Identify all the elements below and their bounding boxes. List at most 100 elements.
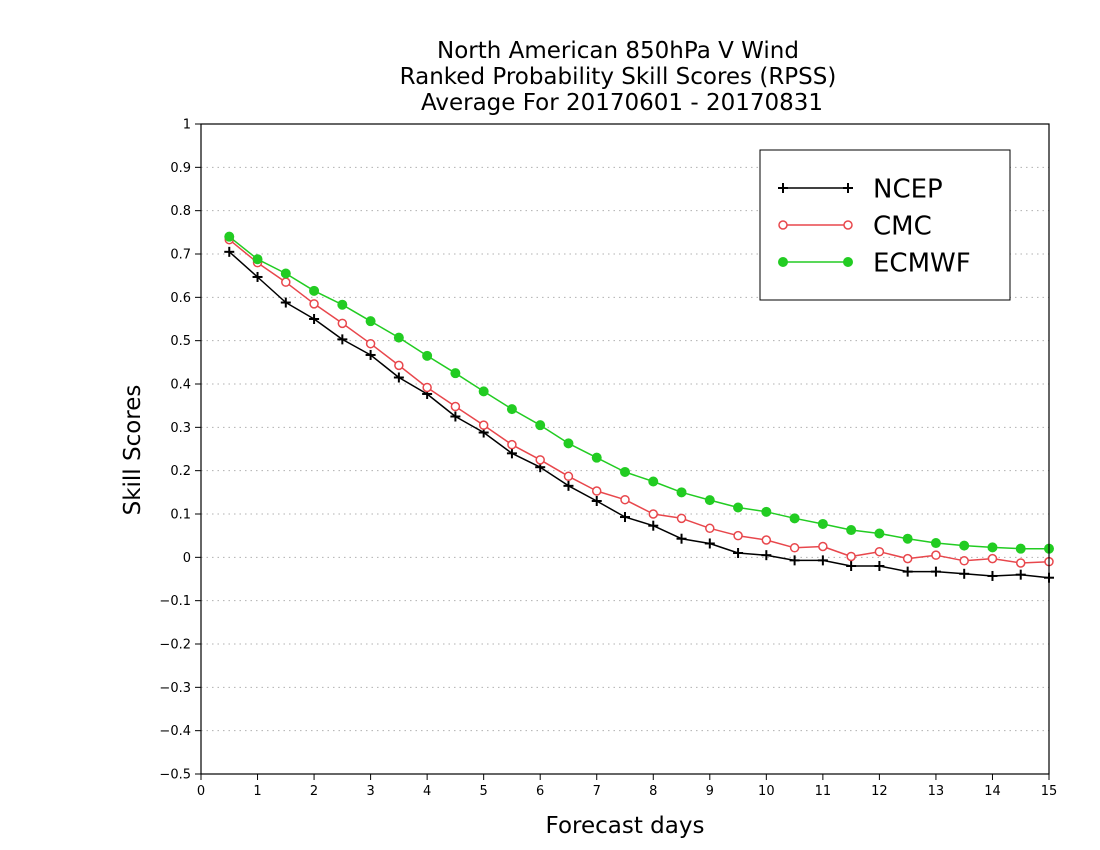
series-ncep-point bbox=[902, 566, 913, 577]
y-tick-label: 0.4 bbox=[170, 378, 191, 393]
legend-label-ecmwf: ECMWF bbox=[873, 249, 971, 279]
series-ncep-point bbox=[874, 561, 885, 571]
series-cmc-point bbox=[1015, 558, 1026, 568]
series-ecmwf-point bbox=[789, 513, 800, 524]
x-tick-label: 7 bbox=[593, 784, 601, 799]
series-cmc-point bbox=[931, 550, 941, 560]
legend-item-cmc: CMC bbox=[778, 212, 932, 242]
series-ecmwf-point bbox=[309, 285, 320, 296]
series-ecmwf-point bbox=[987, 542, 998, 553]
series-cmc-point bbox=[987, 553, 998, 564]
series-cmc-point bbox=[846, 551, 856, 562]
series-ecmwf-point bbox=[733, 502, 744, 513]
series-ncep-point bbox=[846, 561, 857, 571]
legend-label-ncep: NCEP bbox=[873, 175, 943, 205]
series-ncep-point bbox=[365, 349, 376, 360]
series-ncep-line bbox=[228, 251, 1050, 579]
series-cmc-line bbox=[228, 239, 1050, 564]
x-tick-label: 1 bbox=[253, 784, 261, 799]
series-ncep-point bbox=[930, 566, 941, 577]
y-tick-label: 0.3 bbox=[170, 421, 191, 436]
series-ncep-point bbox=[704, 538, 715, 549]
series-ncep-point bbox=[224, 246, 235, 257]
series-ncep-point bbox=[817, 555, 828, 566]
series-ncep-point bbox=[252, 271, 263, 282]
series-ncep-point bbox=[591, 496, 602, 506]
legend-item-ncep: NCEP bbox=[778, 175, 943, 205]
series-ncep bbox=[224, 246, 1054, 583]
series-ncep-point bbox=[789, 555, 800, 566]
legend: NCEP CMC ECMWF bbox=[759, 149, 1011, 301]
series-ecmwf bbox=[224, 231, 1054, 554]
chart-title-line-2: Ranked Probability Skill Scores (RPSS) bbox=[400, 64, 837, 90]
y-tick-label: −0.3 bbox=[159, 681, 191, 696]
x-tick-label: 10 bbox=[758, 784, 775, 799]
legend-marker-cmc bbox=[778, 220, 788, 230]
data-series bbox=[224, 231, 1054, 583]
axis-ticks: −0.5 −0.4 −0.3 −0.2 −0.1 0 0.1 0.2 0.3 0.4 0.5 0.6 0… bbox=[159, 118, 1057, 800]
series-ecmwf-point bbox=[591, 452, 602, 463]
series-ncep-point bbox=[676, 533, 687, 544]
series-cmc-point bbox=[365, 338, 376, 349]
y-axis-label: Skill Scores bbox=[120, 385, 146, 516]
series-ncep-point bbox=[280, 297, 291, 308]
series-ncep-point bbox=[450, 411, 461, 422]
series-cmc-point bbox=[394, 360, 404, 371]
series-cmc-point bbox=[789, 543, 800, 553]
series-cmc-point bbox=[337, 318, 348, 329]
series-ncep-point bbox=[733, 548, 744, 558]
series-cmc-point bbox=[761, 535, 772, 545]
legend-marker-ecmwf bbox=[843, 257, 853, 267]
y-tick-label: −0.1 bbox=[159, 594, 191, 609]
series-ncep-point bbox=[1015, 569, 1026, 580]
series-ecmwf-point bbox=[620, 466, 630, 477]
x-tick-label: 14 bbox=[984, 784, 1001, 799]
series-cmc-point bbox=[309, 299, 319, 309]
series-ncep-point bbox=[620, 512, 630, 523]
series-cmc-point bbox=[281, 277, 291, 287]
series-ncep-point bbox=[309, 314, 320, 324]
series-ncep-point bbox=[393, 372, 404, 383]
x-tick-label: 0 bbox=[197, 784, 205, 799]
series-cmc-point bbox=[902, 553, 913, 564]
x-tick-label: 6 bbox=[536, 784, 544, 799]
x-axis-label: Forecast days bbox=[546, 813, 705, 839]
series-cmc bbox=[224, 234, 1054, 568]
series-ecmwf-point bbox=[535, 420, 546, 431]
legend-marker-cmc bbox=[843, 220, 853, 230]
series-cmc-point bbox=[818, 541, 828, 552]
series-ecmwf-point bbox=[648, 476, 659, 487]
series-ncep-point bbox=[761, 550, 772, 561]
series-ecmwf-point bbox=[761, 506, 772, 517]
series-ecmwf-point bbox=[902, 533, 913, 544]
series-cmc-point bbox=[874, 546, 885, 557]
series-ncep-point bbox=[959, 568, 970, 579]
series-cmc-point bbox=[591, 486, 602, 496]
series-ncep-point bbox=[337, 334, 348, 345]
y-tick-label: 1 bbox=[183, 118, 191, 133]
x-tick-label: 12 bbox=[871, 784, 888, 799]
y-tick-label: 0.9 bbox=[170, 161, 191, 176]
y-tick-label: −0.2 bbox=[159, 638, 191, 653]
series-cmc-point bbox=[422, 382, 432, 393]
y-tick-label: −0.5 bbox=[159, 768, 191, 783]
series-ecmwf-point bbox=[478, 386, 489, 397]
series-ecmwf-point bbox=[676, 487, 687, 498]
y-tick-label: 0.8 bbox=[170, 204, 191, 219]
x-tick-label: 2 bbox=[310, 784, 318, 799]
series-ncep-point bbox=[987, 570, 998, 581]
series-cmc-point bbox=[563, 471, 574, 482]
x-tick-label: 5 bbox=[480, 784, 488, 799]
series-ecmwf-point bbox=[252, 254, 263, 265]
legend-label-cmc: CMC bbox=[873, 212, 932, 242]
series-ecmwf-point bbox=[846, 525, 857, 536]
series-ecmwf-point bbox=[422, 350, 433, 361]
legend-marker-ecmwf bbox=[778, 257, 788, 267]
series-cmc-point bbox=[676, 513, 687, 524]
x-tick-label: 3 bbox=[366, 784, 374, 799]
series-ecmwf-point bbox=[704, 495, 715, 506]
series-cmc-point bbox=[733, 530, 743, 541]
x-tick-label: 8 bbox=[649, 784, 657, 799]
y-tick-label: 0.6 bbox=[170, 291, 191, 306]
series-cmc-point bbox=[450, 401, 461, 412]
